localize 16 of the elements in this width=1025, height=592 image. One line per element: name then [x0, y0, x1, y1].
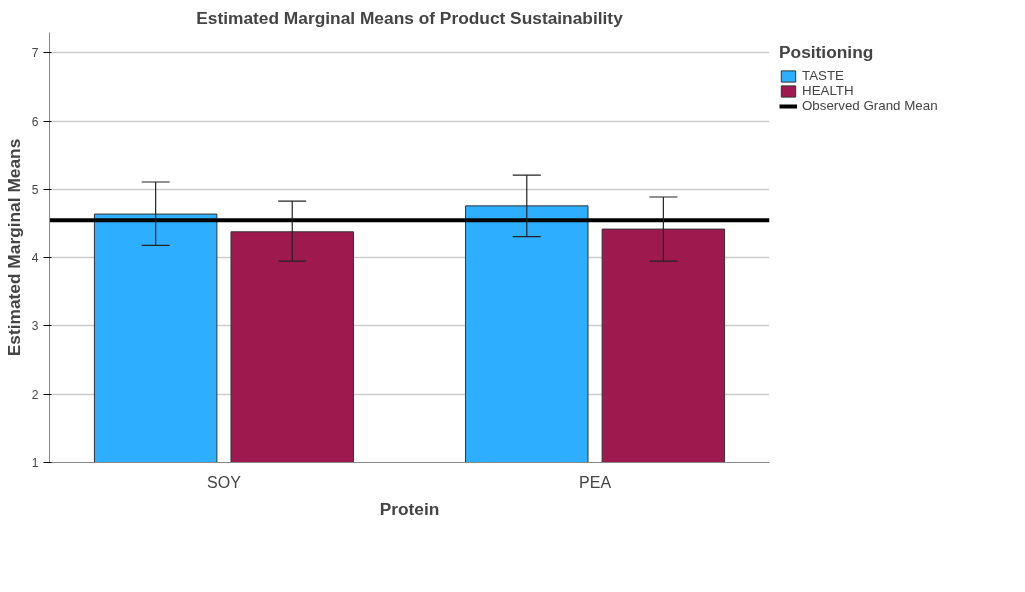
legend-label: TASTE: [802, 68, 844, 83]
y-tick-label: 5: [31, 182, 39, 197]
legend-label: HEALTH: [802, 83, 854, 98]
x-tick-label: SOY: [207, 473, 242, 491]
y-tick-label: 1: [31, 456, 39, 470]
y-tick-label: 2: [31, 387, 39, 402]
y-tick-label: 4: [31, 251, 39, 266]
y-tick-label: 6: [31, 114, 39, 129]
legend-label: Observed Grand Mean: [802, 98, 938, 113]
y-tick-label: 7: [31, 46, 39, 61]
x-axis-title: Protein: [379, 498, 440, 519]
y-tick-label: 3: [31, 319, 39, 334]
chart-title: Estimated Marginal Means of Product Sustainability: [196, 7, 624, 28]
legend-title: Positioning: [779, 42, 875, 63]
y-axis-title: Estimated Marginal Means: [3, 138, 24, 357]
x-tick-label: PEA: [579, 473, 612, 491]
